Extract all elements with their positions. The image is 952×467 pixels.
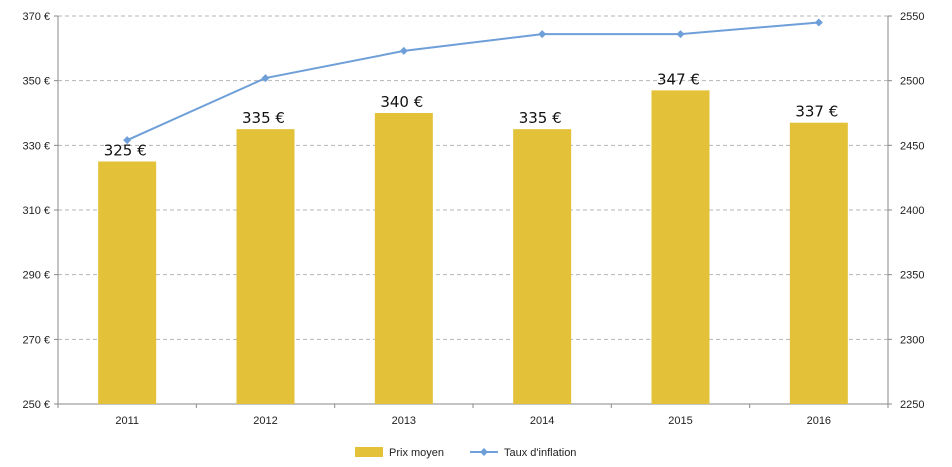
bar bbox=[374, 113, 433, 404]
line-point bbox=[123, 136, 132, 145]
line-series-taux-inflation bbox=[123, 18, 823, 145]
y-left-tick-label: 290 € bbox=[22, 270, 50, 282]
y-right-tick-label: 2550 bbox=[900, 11, 924, 23]
bar bbox=[651, 90, 710, 404]
y-left-tick-label: 370 € bbox=[22, 11, 50, 23]
bar-data-label: 337 € bbox=[795, 103, 838, 121]
x-tick-label: 2015 bbox=[668, 415, 692, 427]
bar bbox=[789, 122, 848, 404]
legend-label-taux-inflation: Taux d'inflation bbox=[504, 447, 576, 459]
legend-swatch-taux-inflation-marker bbox=[480, 448, 488, 456]
bar-data-label: 335 € bbox=[519, 109, 562, 127]
bar-data-label: 335 € bbox=[242, 109, 285, 127]
line-point bbox=[814, 18, 823, 27]
bar-series-prix-moyen bbox=[98, 90, 848, 404]
x-tick-label: 2016 bbox=[807, 415, 831, 427]
inflation-line bbox=[126, 21, 819, 142]
line-point bbox=[538, 30, 547, 39]
bar bbox=[513, 129, 572, 404]
data-labels: 325 € 335 € 340 € 335 € 347 € 337 € bbox=[104, 70, 839, 159]
y-left-tick-label: 250 € bbox=[22, 399, 50, 411]
y-left-tick-label: 350 € bbox=[22, 76, 50, 88]
legend-swatch-prix-moyen bbox=[355, 447, 383, 457]
x-tick-label: 2014 bbox=[530, 415, 554, 427]
bar bbox=[236, 129, 295, 404]
y-left-tick-label: 270 € bbox=[22, 334, 50, 346]
y-right-tick-label: 2350 bbox=[900, 270, 924, 282]
line-point bbox=[261, 74, 270, 83]
y-right-tick-label: 2450 bbox=[900, 140, 924, 152]
x-tick-label: 2011 bbox=[115, 415, 139, 427]
y-right-tick-label: 2250 bbox=[900, 399, 924, 411]
y-right-tick-label: 2400 bbox=[900, 205, 924, 217]
legend: Prix moyen Taux d'inflation bbox=[355, 447, 576, 459]
x-tick-label: 2012 bbox=[253, 415, 277, 427]
y-left-tick-label: 330 € bbox=[22, 140, 50, 152]
line-point bbox=[676, 30, 685, 39]
y-right-tick-label: 2300 bbox=[900, 334, 924, 346]
y-right-tick-label: 2500 bbox=[900, 76, 924, 88]
axes: 250 € 270 € 290 € 310 € 330 € 350 € 370 € 2250 2… bbox=[22, 11, 924, 427]
bar-data-label: 325 € bbox=[104, 142, 147, 160]
bar-data-label: 347 € bbox=[657, 70, 700, 88]
legend-label-prix-moyen: Prix moyen bbox=[389, 447, 444, 459]
y-left-tick-label: 310 € bbox=[22, 205, 50, 217]
bar-data-label: 340 € bbox=[380, 93, 423, 111]
gridlines bbox=[58, 15, 888, 340]
bar bbox=[98, 161, 157, 404]
x-tick-label: 2013 bbox=[392, 415, 416, 427]
line-point bbox=[399, 46, 408, 55]
